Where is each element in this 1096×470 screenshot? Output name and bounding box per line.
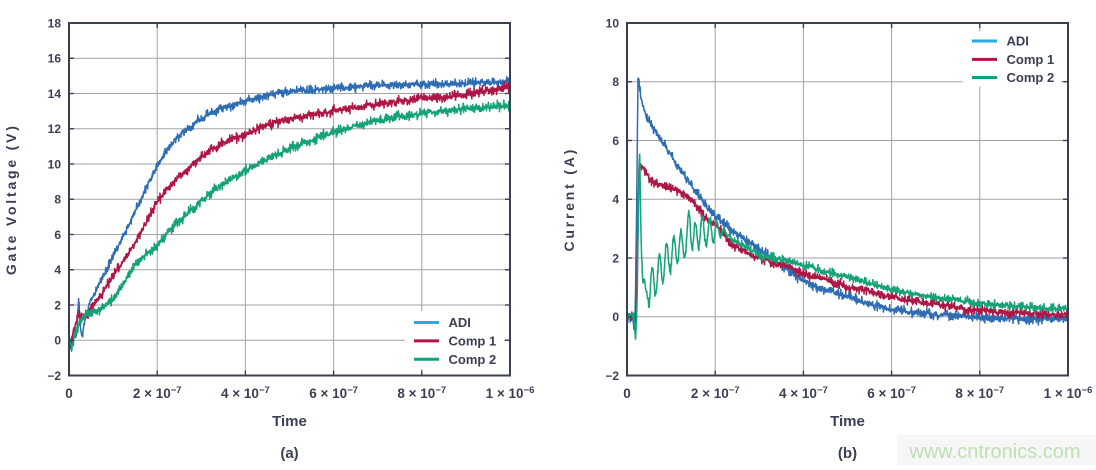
svg-text:1 × 10−6: 1 × 10−6: [486, 385, 535, 401]
svg-text:Time: Time: [272, 413, 307, 430]
svg-text:1 × 10−6: 1 × 10−6: [1044, 385, 1093, 401]
svg-text:8 × 10−7: 8 × 10−7: [397, 385, 446, 401]
svg-text:2 × 10−7: 2 × 10−7: [691, 385, 740, 401]
svg-text:6 × 10−7: 6 × 10−7: [867, 385, 916, 401]
svg-text:−2: −2: [605, 369, 619, 383]
svg-text:2: 2: [612, 251, 619, 265]
svg-text:14: 14: [48, 87, 62, 101]
svg-text:(b): (b): [838, 445, 857, 462]
svg-text:6: 6: [612, 134, 619, 148]
svg-text:8: 8: [54, 193, 61, 207]
svg-text:4: 4: [612, 193, 619, 207]
svg-text:(a): (a): [280, 445, 298, 462]
svg-text:Comp 2: Comp 2: [1007, 70, 1055, 85]
svg-text:4: 4: [54, 263, 61, 277]
svg-text:ADI: ADI: [1007, 34, 1029, 49]
svg-text:0: 0: [612, 310, 619, 324]
svg-text:18: 18: [48, 16, 62, 30]
svg-text:16: 16: [48, 52, 62, 66]
svg-text:ADI: ADI: [449, 315, 471, 330]
svg-text:0: 0: [65, 386, 73, 401]
svg-text:10: 10: [48, 157, 62, 171]
svg-text:8: 8: [612, 75, 619, 89]
svg-text:www.cntronics.com: www.cntronics.com: [908, 441, 1080, 463]
svg-text:Gate Voltage (V): Gate Voltage (V): [3, 123, 19, 275]
svg-text:0: 0: [623, 386, 631, 401]
svg-text:−2: −2: [47, 369, 61, 383]
svg-text:Comp 2: Comp 2: [449, 352, 497, 367]
svg-text:2: 2: [54, 298, 61, 312]
svg-text:4 × 10−7: 4 × 10−7: [779, 385, 828, 401]
svg-text:6: 6: [54, 228, 61, 242]
svg-text:8 × 10−7: 8 × 10−7: [955, 385, 1004, 401]
svg-text:0: 0: [54, 334, 61, 348]
svg-text:4 × 10−7: 4 × 10−7: [221, 385, 270, 401]
svg-text:Comp 1: Comp 1: [1007, 52, 1055, 67]
svg-text:12: 12: [48, 122, 62, 136]
svg-text:Current (A): Current (A): [561, 147, 577, 252]
svg-text:6 × 10−7: 6 × 10−7: [309, 385, 358, 401]
svg-text:10: 10: [606, 16, 620, 30]
svg-text:2 × 10−7: 2 × 10−7: [133, 385, 182, 401]
svg-text:Comp 1: Comp 1: [449, 334, 497, 349]
svg-text:Time: Time: [830, 413, 865, 430]
